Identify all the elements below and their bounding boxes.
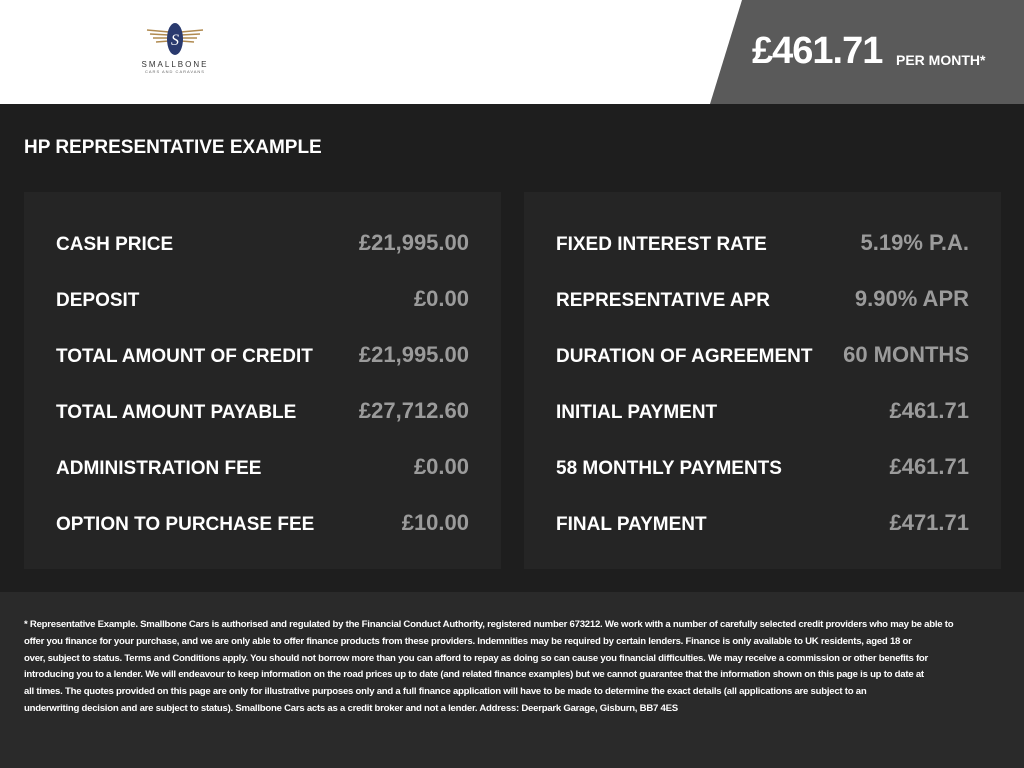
finance-row: TOTAL AMOUNT OF CREDIT £21,995.00 <box>56 326 469 382</box>
finance-value: £21,995.00 <box>358 230 469 255</box>
finance-label: FIXED INTEREST RATE <box>556 234 767 255</box>
disclaimer-line: over, subject to status. Terms and Condi… <box>24 652 929 664</box>
finance-row: 58 MONTHLY PAYMENTS £461.71 <box>556 438 969 494</box>
disclaimer-line: underwriting decision and are subject to… <box>24 702 678 714</box>
finance-row: DURATION OF AGREEMENT 60 MONTHS <box>556 326 969 382</box>
right-finance-panel: FIXED INTEREST RATE 5.19% P.A. REPRESENTAT… <box>524 192 1001 569</box>
svg-text:S: S <box>171 32 179 49</box>
finance-value: £10.00 <box>401 510 469 535</box>
finance-value: 9.90% APR <box>854 286 969 311</box>
finance-value: £27,712.60 <box>358 398 469 423</box>
logo-text: SMALLBONE <box>141 60 209 69</box>
disclaimer-line: offer you finance for your purchase, and… <box>24 635 912 647</box>
finance-value: £0.00 <box>413 454 469 479</box>
finance-label: OPTION TO PURCHASE FEE <box>56 514 315 535</box>
disclaimer-line: introducing you to a lender. We will end… <box>24 669 924 681</box>
finance-row: TOTAL AMOUNT PAYABLE £27,712.60 <box>56 382 469 438</box>
winged-s-logo-icon: S <box>146 23 204 55</box>
finance-label: INITIAL PAYMENT <box>556 402 718 423</box>
smallbone-logo[interactable]: S SMALLBONE CARS AND CARAVANS <box>130 22 220 82</box>
finance-label: TOTAL AMOUNT OF CREDIT <box>56 346 313 367</box>
finance-row: DEPOSIT £0.00 <box>56 270 469 326</box>
finance-row: OPTION TO PURCHASE FEE £10.00 <box>56 494 469 550</box>
finance-label: REPRESENTATIVE APR <box>556 290 770 311</box>
finance-label: 58 MONTHLY PAYMENTS <box>556 458 782 479</box>
finance-value: £0.00 <box>413 286 469 311</box>
section-title: HP REPRESENTATIVE EXAMPLE <box>24 137 322 158</box>
header: S SMALLBONE CARS AND CARAVANS £461.71 PE… <box>0 0 1024 104</box>
finance-row: ADMINISTRATION FEE £0.00 <box>56 438 469 494</box>
disclaimer-line: * Representative Example. Smallbone Cars… <box>24 619 954 630</box>
finance-value: 60 MONTHS <box>843 342 969 367</box>
finance-label: DEPOSIT <box>56 290 140 311</box>
finance-value: £21,995.00 <box>358 342 469 367</box>
per-month-label: PER MONTH* <box>896 52 986 68</box>
finance-value: £461.71 <box>889 398 969 423</box>
finance-value: £461.71 <box>889 454 969 479</box>
finance-label: ADMINISTRATION FEE <box>56 458 262 479</box>
disclaimer: * Representative Example. Smallbone Cars… <box>0 592 1024 768</box>
monthly-price: £461.71 <box>752 30 883 72</box>
finance-row: INITIAL PAYMENT £461.71 <box>556 382 969 438</box>
finance-row: REPRESENTATIVE APR 9.90% APR <box>556 270 969 326</box>
monthly-price-banner: £461.71 PER MONTH* <box>710 0 1024 104</box>
left-finance-panel: CASH PRICE £21,995.00 DEPOSIT £0.00 TOTAL AM… <box>24 192 501 569</box>
finance-value: £471.71 <box>889 510 969 535</box>
finance-label: FINAL PAYMENT <box>556 514 707 535</box>
finance-row: FINAL PAYMENT £471.71 <box>556 494 969 550</box>
logo-subtext: CARS AND CARAVANS <box>145 69 205 74</box>
finance-row: CASH PRICE £21,995.00 <box>56 214 469 270</box>
finance-value: 5.19% P.A. <box>860 230 969 255</box>
finance-label: DURATION OF AGREEMENT <box>556 346 813 367</box>
finance-label: CASH PRICE <box>56 234 174 255</box>
disclaimer-line: all times. The quotes provided on this p… <box>24 686 867 698</box>
finance-label: TOTAL AMOUNT PAYABLE <box>56 402 297 423</box>
finance-row: FIXED INTEREST RATE 5.19% P.A. <box>556 214 969 270</box>
